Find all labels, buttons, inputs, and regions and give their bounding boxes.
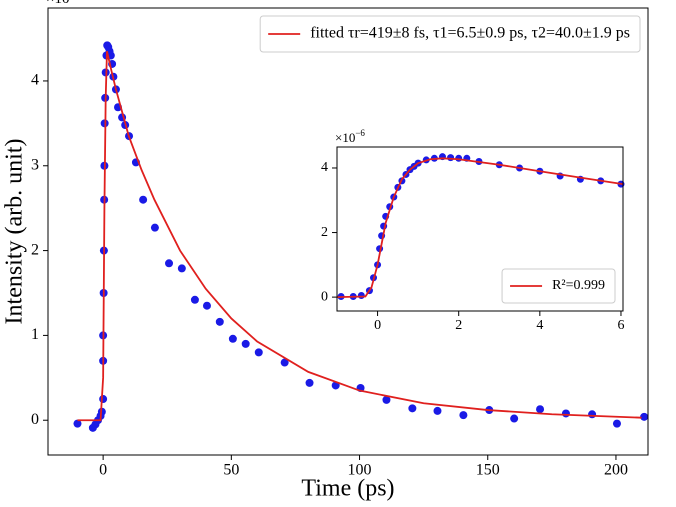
data-point: [177, 264, 186, 273]
data-point: [357, 292, 365, 300]
data-point: [241, 339, 250, 348]
data-point: [202, 301, 211, 310]
x-axis-label: Time (ps): [301, 476, 394, 502]
y-tick-label: 3: [31, 156, 39, 173]
data-point: [640, 412, 649, 421]
x-tick-label: 100: [348, 462, 372, 479]
x-tick-label: 2: [455, 318, 462, 333]
y-tick-label: 0: [31, 411, 39, 428]
y-tick-label: 4: [31, 72, 39, 89]
y-offset-label: ×10−6: [335, 128, 365, 145]
y-offset-label: ×10−6: [46, 0, 82, 7]
data-point: [254, 348, 263, 357]
y-axis-label: Intensity (arb. unit): [2, 139, 28, 325]
data-point: [612, 419, 621, 428]
offset-base: ×10: [335, 130, 355, 145]
fit-line: [336, 157, 624, 299]
data-point: [228, 334, 237, 343]
legend-box: [259, 15, 641, 53]
data-point: [73, 419, 82, 428]
x-tick-label: 4: [536, 318, 543, 333]
y-tick-label: 4: [321, 160, 328, 175]
y-tick-label: 1: [31, 326, 39, 343]
y-tick-label: 0: [321, 289, 328, 304]
data-point: [99, 395, 108, 404]
data-point: [459, 411, 468, 420]
offset-exponent: −6: [69, 0, 81, 1]
legend-label: R²=0.999: [552, 278, 605, 293]
offset-exponent: −6: [355, 128, 365, 138]
data-point: [447, 154, 455, 162]
plot-frame: [336, 146, 624, 312]
data-point: [382, 395, 391, 404]
offset-base: ×10: [46, 0, 69, 7]
data-point: [139, 195, 148, 204]
x-tick-label: 0: [99, 462, 107, 479]
data-point: [215, 317, 224, 326]
legend-box: [501, 268, 616, 304]
data-point: [165, 259, 174, 268]
x-tick-label: 200: [604, 462, 628, 479]
data-point: [588, 410, 597, 419]
x-tick-label: 0: [374, 318, 381, 333]
y-tick-label: 2: [31, 241, 39, 258]
data-point: [305, 378, 314, 387]
data-point: [433, 406, 442, 415]
data-point: [280, 358, 289, 367]
y-tick-label: 2: [321, 225, 328, 240]
data-point: [510, 414, 519, 423]
data-point: [408, 404, 417, 413]
data-point: [190, 295, 199, 304]
data-point: [536, 405, 545, 414]
x-tick-label: 150: [476, 462, 500, 479]
legend-label: fitted τr=419±8 fs, τ1=6.5±0.9 ps, τ2=40…: [310, 25, 630, 42]
data-point: [150, 223, 159, 232]
plot-frame: [47, 7, 649, 456]
data-point: [561, 409, 570, 418]
fit-line: [77, 51, 642, 422]
x-tick-label: 6: [617, 318, 624, 333]
x-tick-label: 50: [223, 462, 239, 479]
